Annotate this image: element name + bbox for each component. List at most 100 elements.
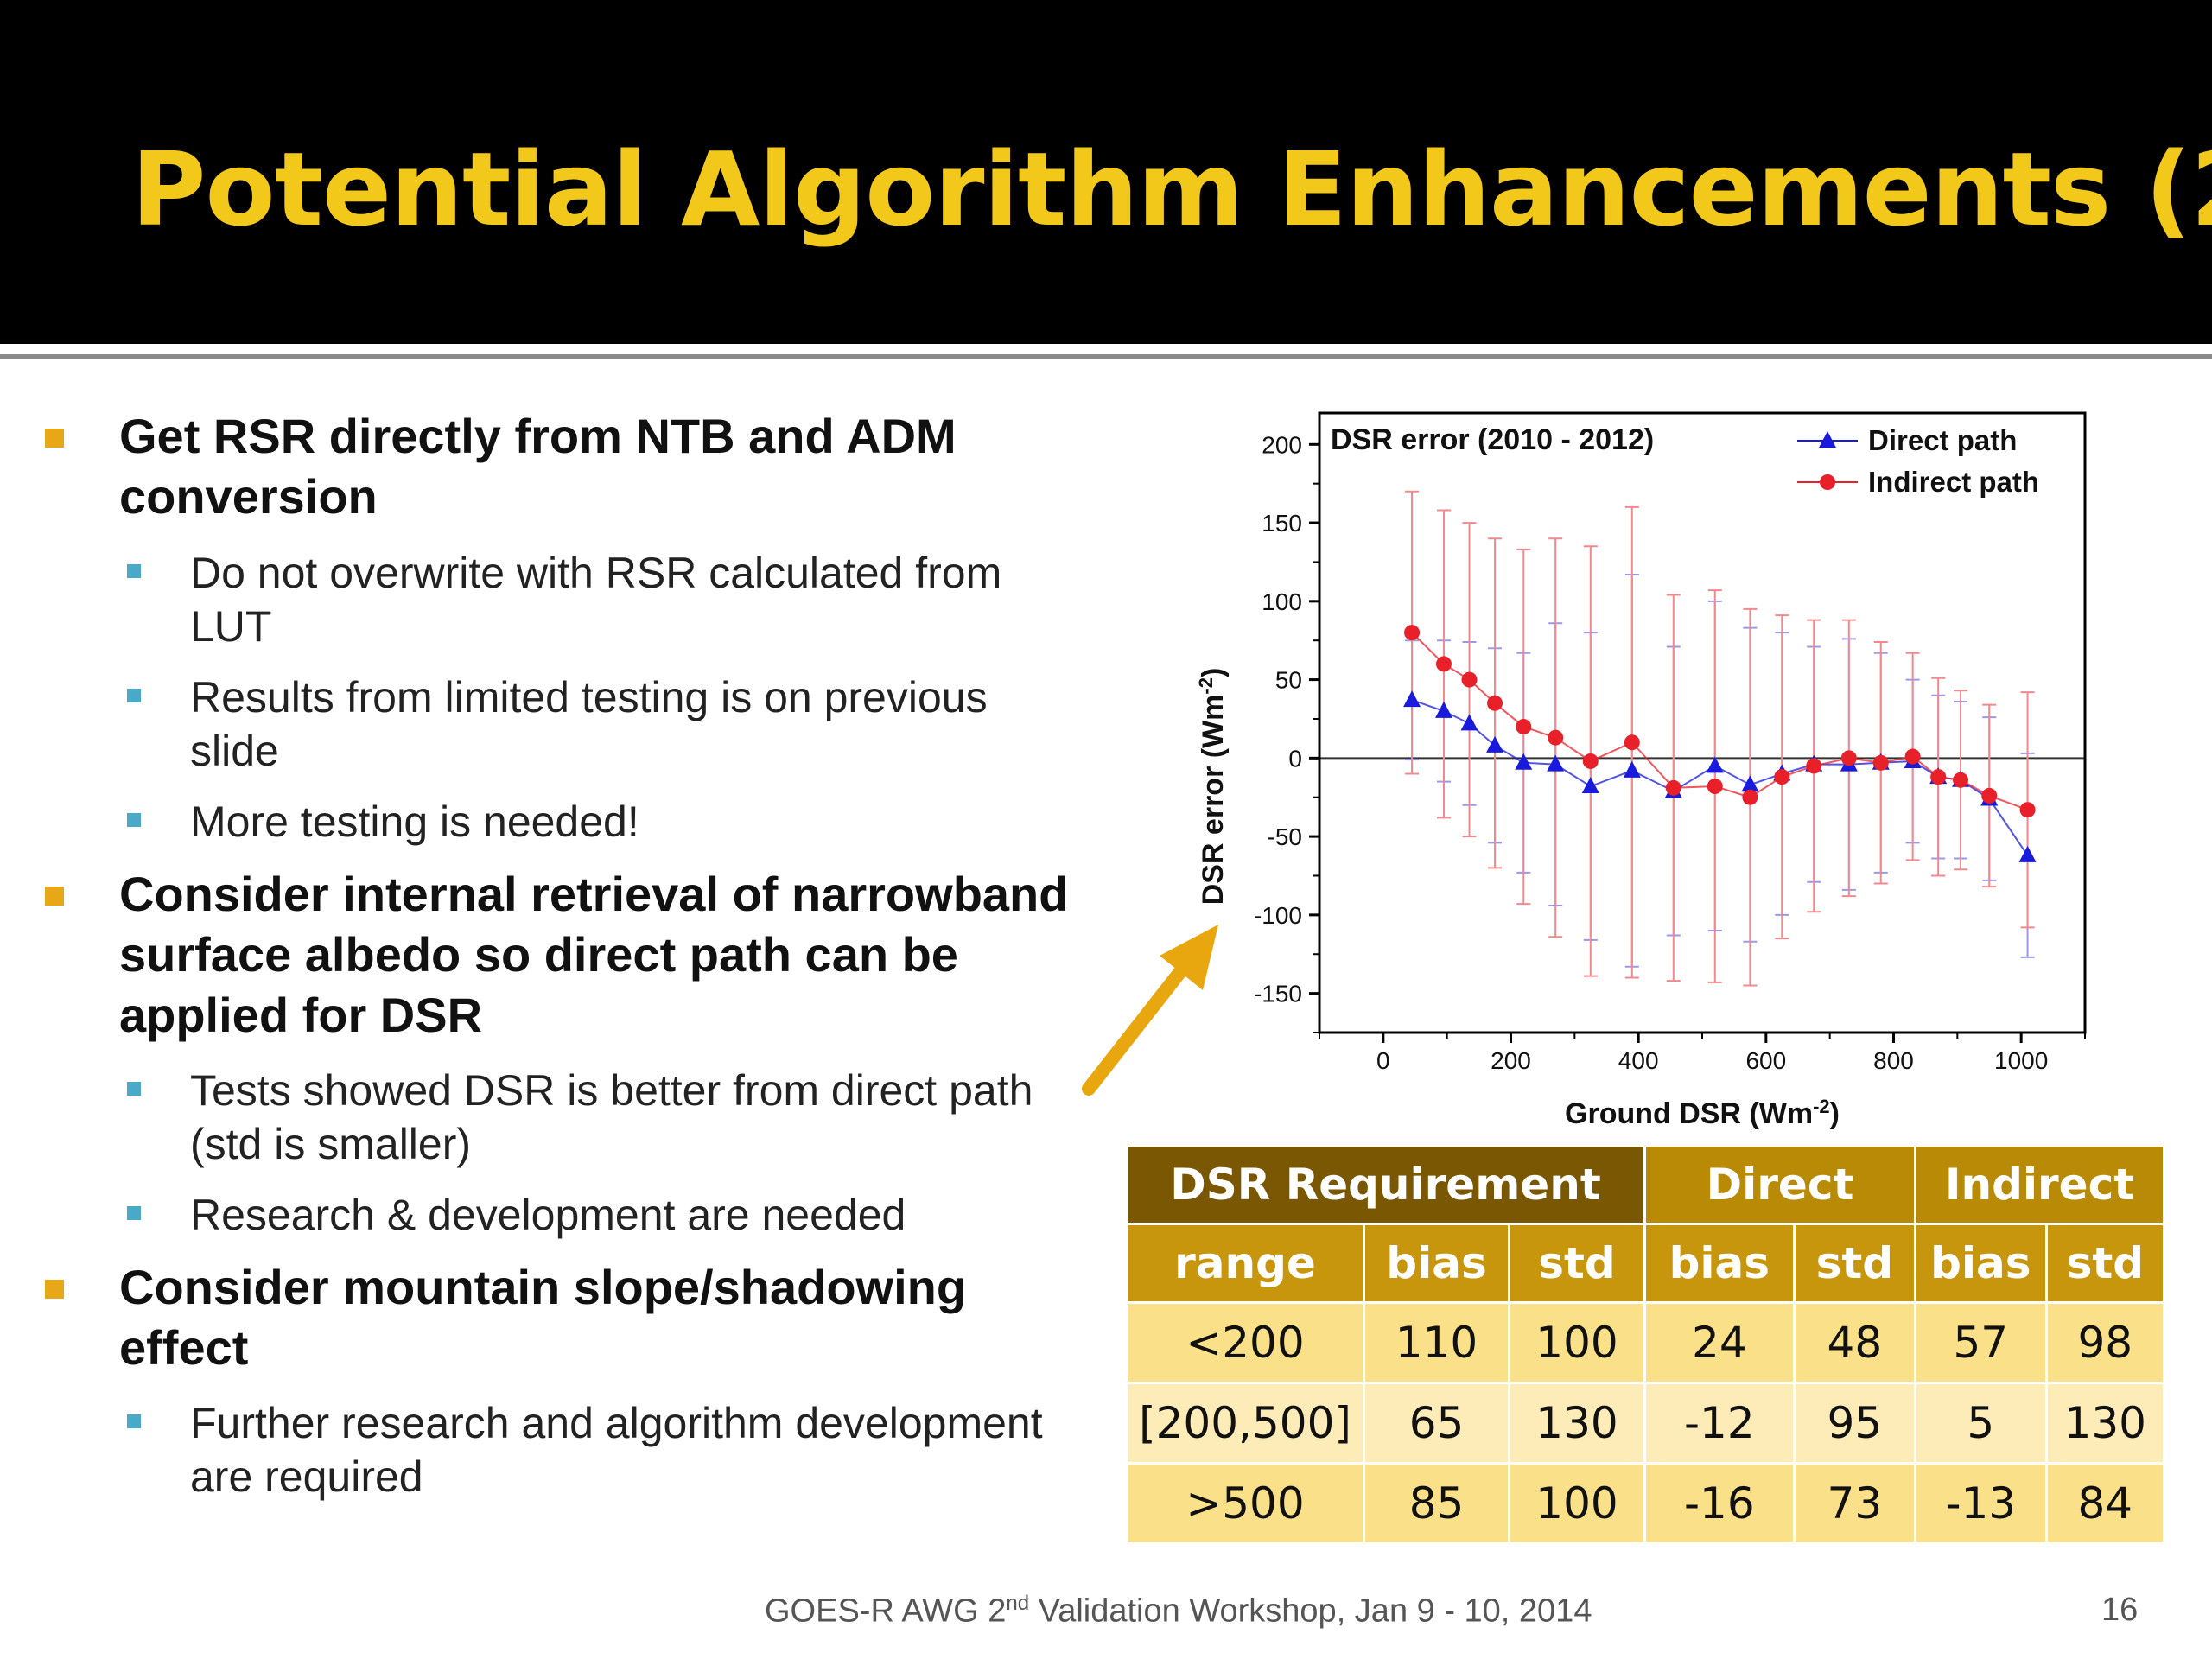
data-point-indirect — [1872, 754, 1889, 771]
divider-gray — [0, 354, 2212, 359]
slide-footer: GOES-R AWG 2nd Validation Workshop, Jan … — [765, 1592, 1592, 1630]
bullet-1-line-2: conversion — [119, 469, 378, 524]
data-point-indirect — [1548, 729, 1564, 746]
sub-bullet-1-2: Results from limited testing is on previ… — [190, 671, 1123, 778]
table-cell: 98 — [2047, 1304, 2163, 1382]
data-point-indirect — [1435, 656, 1452, 672]
sub-bullet-1-2-line-1: Results from limited testing is on previ… — [190, 673, 988, 721]
table-cell: <200 — [1128, 1304, 1363, 1382]
table-cell: 85 — [1365, 1465, 1508, 1542]
x-tick-label: 200 — [1491, 1047, 1531, 1074]
table-cell: 130 — [1510, 1384, 1643, 1462]
data-point-direct — [1581, 777, 1599, 794]
slide-title: Potential Algorithm Enhancements (2) — [131, 130, 2212, 249]
table-group-header-row: DSR Requirement Direct Indirect — [1128, 1147, 2163, 1223]
sub-bullet-marker — [127, 1206, 141, 1220]
sub-bullet-1-3: More testing is needed! — [190, 795, 1123, 849]
table-cell: >500 — [1128, 1465, 1363, 1542]
sub-bullet-1-3-line-1: More testing is needed! — [190, 798, 639, 846]
x-tick-label: 600 — [1745, 1047, 1786, 1074]
sub-bullet-3-1-line-2: are required — [190, 1452, 423, 1501]
chart-legend: Direct path Indirect path — [1797, 424, 2039, 498]
data-point-indirect — [1840, 750, 1857, 766]
sub-bullet-1-1-line-1: Do not overwrite with RSR calculated fro… — [190, 549, 1002, 597]
table-cell: 110 — [1365, 1304, 1508, 1382]
bullet-marker — [45, 1280, 64, 1299]
bullet-2-line-1: Consider internal retrieval of narrowban… — [119, 867, 1069, 921]
x-axis-label: Ground DSR (Wm-2) — [1565, 1096, 1840, 1130]
x-tick-label: 400 — [1618, 1047, 1659, 1074]
data-point-direct — [1434, 701, 1452, 718]
y-tick-label: 100 — [1262, 588, 1302, 615]
y-axis-label: DSR error (Wm-2) — [1195, 668, 1230, 906]
sub-bullet-2-2: Research & development are needed — [190, 1188, 1123, 1242]
y-tick-label: 50 — [1275, 667, 1302, 694]
data-point-indirect — [1953, 772, 1969, 788]
table-cell: 130 — [2047, 1384, 2163, 1462]
y-tick-label: 150 — [1262, 510, 1302, 537]
sub-bullet-2-1: Tests showed DSR is better from direct p… — [190, 1064, 1123, 1171]
legend-marker-direct — [1819, 431, 1836, 448]
y-tick-label: 200 — [1262, 431, 1302, 458]
data-point-indirect — [1404, 625, 1421, 641]
table-sub-header: std — [1510, 1225, 1643, 1301]
table-row: >500 85 100 -16 73 -13 84 — [1128, 1465, 2163, 1542]
bullet-marker — [45, 887, 64, 906]
sub-bullet-marker — [127, 689, 141, 702]
data-point-direct — [2018, 845, 2037, 862]
sub-bullet-1-1: Do not overwrite with RSR calculated fro… — [190, 546, 1123, 653]
table-cell: 100 — [1510, 1465, 1643, 1542]
x-tick-label: 800 — [1873, 1047, 1914, 1074]
data-point-indirect — [1774, 769, 1790, 785]
data-point-direct — [1547, 754, 1565, 772]
bullet-1: Get RSR directly from NTB and ADM conver… — [119, 406, 1113, 527]
table-group-header: Indirect — [1916, 1147, 2163, 1223]
bullet-3: Consider mountain slope/shadowing effect — [119, 1257, 1113, 1378]
data-point-indirect — [1981, 787, 1998, 804]
sub-bullet-2-1-line-1: Tests showed DSR is better from direct p… — [190, 1066, 1033, 1115]
table-cell: [200,500] — [1128, 1384, 1363, 1462]
sub-bullet-marker — [127, 813, 141, 827]
table-cell: 84 — [2047, 1465, 2163, 1542]
table-cell: 73 — [1795, 1465, 1914, 1542]
data-point-indirect — [1624, 734, 1640, 751]
dsr-table: DSR Requirement Direct Indirect range bi… — [1125, 1144, 2165, 1545]
data-point-indirect — [1487, 695, 1503, 711]
legend-label: Indirect path — [1868, 466, 2039, 498]
sub-bullet-1-2-line-2: slide — [190, 727, 279, 775]
table-cell: 5 — [1916, 1384, 2045, 1462]
data-point-direct — [1403, 690, 1421, 708]
y-tick-label: -50 — [1268, 823, 1302, 850]
data-point-indirect — [1806, 758, 1822, 774]
data-point-direct — [1706, 756, 1724, 773]
table-sub-header-row: range bias std bias std bias std — [1128, 1225, 2163, 1301]
title-bar — [0, 0, 2212, 344]
dsr-error-chart: 0 200 400 600 800 1000 200 150 100 50 0 -50 -100 -150… — [1195, 411, 2087, 1130]
table-sub-header: std — [2047, 1225, 2163, 1301]
table-sub-header: bias — [1646, 1225, 1793, 1301]
footer-text-end: Validation Workshop, Jan 9 - 10, 2014 — [1029, 1592, 1592, 1630]
chart-markers — [1403, 625, 2037, 862]
bullet-3-line-2: effect — [119, 1320, 249, 1375]
sub-bullet-3-1-line-1: Further research and algorithm developme… — [190, 1399, 1043, 1447]
data-point-indirect — [1516, 719, 1532, 735]
data-point-indirect — [2019, 802, 2036, 818]
table-cell: -12 — [1646, 1384, 1793, 1462]
table-sub-header: bias — [1365, 1225, 1508, 1301]
y-tick-label: 0 — [1288, 745, 1302, 772]
chart-ticks: 0 200 400 600 800 1000 200 150 100 50 0 -50 -100 -150 — [1254, 431, 2086, 1074]
chart-lines — [1411, 632, 2029, 856]
sub-bullet-marker — [127, 1414, 141, 1428]
table-sub-header: range — [1128, 1225, 1363, 1301]
table-cell: 100 — [1510, 1304, 1643, 1382]
table-sub-header: bias — [1916, 1225, 2045, 1301]
bullet-marker — [45, 429, 64, 448]
table-group-header: DSR Requirement — [1128, 1147, 1643, 1223]
plot-frame — [1318, 411, 2087, 1034]
bullet-2-line-3: applied for DSR — [119, 988, 483, 1042]
table-cell: 24 — [1646, 1304, 1793, 1382]
data-point-indirect — [1904, 748, 1921, 765]
table-cell: -13 — [1916, 1465, 2045, 1542]
y-tick-label: -150 — [1254, 981, 1302, 1007]
footer-superscript: nd — [1006, 1592, 1030, 1615]
